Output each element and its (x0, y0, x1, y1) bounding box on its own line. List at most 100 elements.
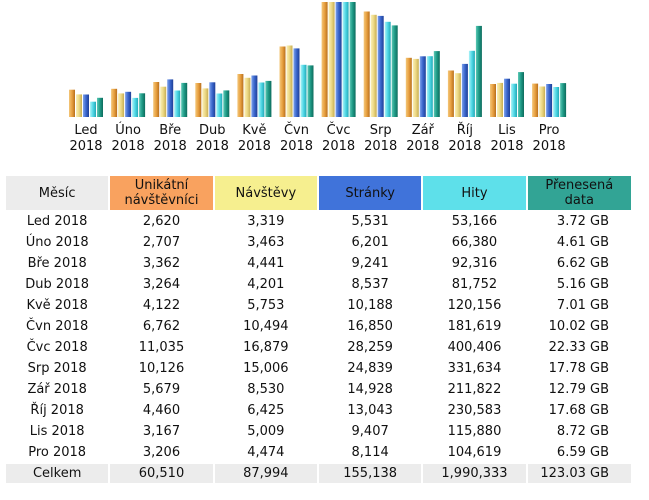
table-total-row: Celkem 60,510 87,994 155,138 1,990,333 123.03… (6, 464, 631, 483)
bar-visits-11 (497, 82, 503, 117)
cell-pages: 8,114 (351, 445, 389, 460)
cell-bandwidth: 17.78 GB (548, 361, 609, 376)
bar-bandwidth-7 (349, 2, 356, 117)
cell-month: Čvn 2018 (26, 319, 89, 334)
cell-hits: 115,880 (447, 424, 502, 439)
cell-hits: 81,752 (451, 277, 498, 292)
cell-visits: 5,009 (247, 424, 285, 439)
bar-bandwidth-2 (139, 93, 146, 117)
cell-visits: 3,463 (247, 235, 285, 250)
cell-pages: 6,201 (351, 235, 389, 250)
x-tick-month: Čvc (327, 122, 351, 138)
cell-hits: 181,619 (447, 319, 502, 334)
table-header-row: Měsíc Unikátní návštěvníci Návštěvy Strán… (6, 176, 631, 210)
cell-pages: 8,537 (351, 277, 389, 292)
bar-visitors-7 (321, 2, 328, 117)
table-row: Led 2018 2,620 3,319 5,531 53,166 3.72 GB (6, 212, 631, 231)
cell-bandwidth: 12.79 GB (548, 382, 609, 397)
bar-hits-3 (174, 90, 181, 117)
bar-pages-2 (125, 91, 132, 117)
bar-visitors-12 (532, 83, 539, 117)
cell-visits: 16,879 (243, 340, 289, 355)
x-tick-month: Kvě (242, 123, 266, 138)
cell-bandwidth: 10.02 GB (548, 319, 609, 334)
cell-hits: 211,822 (447, 382, 502, 397)
cell-month: Říj 2018 (30, 403, 84, 418)
header-hits: Hity (423, 176, 526, 210)
x-tick-month: Úno (115, 122, 141, 138)
header-unique-visitors: Unikátní návštěvníci (110, 176, 213, 210)
cell-visitors: 5,679 (142, 382, 181, 397)
bar-pages-12 (546, 84, 553, 117)
cell-month: Bře 2018 (27, 256, 87, 271)
cell-visitors: 11,035 (138, 340, 185, 355)
bar-visitors-3 (153, 82, 160, 117)
bar-visitors-4 (195, 83, 202, 117)
cell-visitors: 3,362 (142, 256, 181, 271)
bar-pages-9 (419, 56, 426, 117)
cell-pages: 10,188 (347, 298, 393, 313)
x-tick-year: 2018 (406, 139, 439, 154)
bar-hits-2 (132, 97, 139, 117)
cell-hits: 120,156 (447, 298, 502, 313)
bar-bandwidth-3 (181, 82, 188, 117)
bar-visitors-8 (363, 11, 370, 117)
cell-visits: 6,425 (247, 403, 285, 418)
monthly-stats-table: Měsíc Unikátní návštěvníci Návštěvy Strán… (4, 174, 633, 485)
table-row: Srp 2018 10,126 15,006 24,839 331,634 17.78 G… (6, 359, 631, 378)
bar-hits-6 (300, 64, 307, 117)
bar-visits-2 (118, 93, 125, 117)
cell-hits: 53,166 (451, 214, 498, 229)
cell-bandwidth: 7.01 GB (556, 298, 609, 313)
bar-bandwidth-4 (223, 90, 230, 117)
bar-visits-12 (539, 86, 546, 117)
cell-bandwidth: 6.62 GB (556, 256, 609, 271)
table-row: Říj 2018 4,460 6,425 13,043 230,583 17.68 GB (6, 401, 631, 420)
bar-visits-6 (286, 45, 293, 117)
cell-bandwidth: 22.33 GB (548, 340, 609, 355)
bar-bandwidth-5 (265, 80, 272, 117)
bar-visitors-10 (447, 70, 454, 117)
cell-visitors: 6,762 (142, 319, 181, 334)
total-hits: 1,990,333 (423, 464, 526, 483)
bar-bandwidth-10 (475, 25, 482, 117)
bar-pages-6 (293, 48, 300, 117)
cell-month: Led 2018 (26, 214, 88, 229)
table-row: Čvn 2018 6,762 10,494 16,850 181,619 10.02 GB (6, 317, 631, 336)
cell-bandwidth: 5.16 GB (556, 277, 609, 292)
x-tick-month: Říj (457, 122, 473, 138)
cell-hits: 66,380 (451, 235, 498, 250)
cell-month: Zář 2018 (27, 382, 87, 397)
x-tick-month: Pro (539, 123, 560, 138)
cell-bandwidth: 17.68 GB (548, 403, 609, 418)
cell-visits: 4,201 (247, 277, 285, 292)
cell-visitors: 4,122 (142, 298, 181, 313)
header-visits: Návštěvy (214, 176, 317, 210)
bar-bandwidth-1 (97, 97, 103, 117)
bar-visitors-5 (237, 74, 244, 117)
cell-pages: 16,850 (347, 319, 393, 334)
monthly-bar-chart: Led2018Úno2018Bře2018Dub2018Kvě2018Čvn20… (69, 2, 567, 154)
bar-visits-7 (328, 2, 335, 117)
bar-bandwidth-11 (518, 72, 524, 117)
x-tick-year: 2018 (533, 139, 566, 154)
cell-bandwidth: 4.61 GB (556, 235, 609, 250)
x-tick-year: 2018 (154, 139, 187, 154)
cell-month: Srp 2018 (27, 361, 87, 376)
cell-pages: 24,839 (347, 361, 393, 376)
bar-pages-3 (167, 79, 174, 117)
total-pages: 155,138 (318, 464, 422, 483)
cell-visitors: 10,126 (138, 361, 185, 376)
bar-hits-9 (426, 56, 433, 117)
x-tick-year: 2018 (196, 139, 229, 154)
cell-visitors: 2,620 (142, 214, 181, 229)
cell-visitors: 4,460 (142, 403, 181, 418)
cell-visits: 5,753 (247, 298, 285, 313)
cell-visitors: 2,707 (142, 235, 181, 250)
cell-pages: 9,407 (351, 424, 389, 439)
bar-pages-8 (377, 15, 384, 117)
bar-bandwidth-9 (433, 51, 440, 117)
cell-hits: 400,406 (447, 340, 502, 355)
x-tick-month: Čvn (284, 122, 309, 138)
bar-visits-3 (160, 86, 167, 117)
